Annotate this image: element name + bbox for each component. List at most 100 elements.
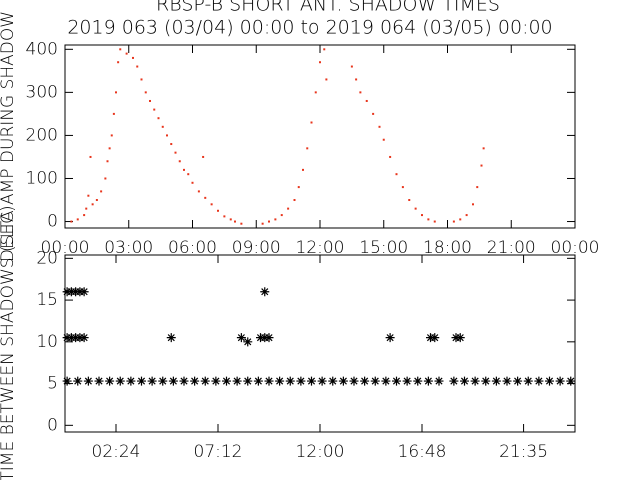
point [119, 48, 122, 51]
point [287, 207, 290, 210]
point [413, 376, 423, 386]
point [76, 218, 79, 221]
point [306, 147, 309, 150]
point [115, 91, 117, 94]
point [100, 190, 103, 193]
point [108, 147, 111, 150]
point [359, 91, 362, 94]
point [392, 376, 401, 386]
point [190, 376, 200, 386]
point [274, 218, 277, 221]
y-tick-label: 20 [36, 248, 58, 268]
point [285, 376, 295, 386]
point [566, 376, 576, 386]
y-tick-label: 400 [26, 39, 58, 59]
point [414, 207, 417, 210]
point [211, 376, 221, 386]
point [132, 56, 134, 59]
point [465, 214, 468, 217]
point [350, 65, 353, 68]
point [360, 376, 370, 386]
point [261, 222, 264, 225]
point [178, 160, 181, 163]
point [112, 112, 115, 115]
point [338, 376, 348, 386]
point [449, 376, 459, 386]
point [382, 138, 385, 141]
x-tick-label: 06:00 [168, 238, 217, 258]
point [452, 220, 455, 223]
point [166, 333, 176, 343]
point [502, 376, 512, 386]
point [243, 376, 253, 386]
x-tick-label: 18:00 [423, 238, 472, 258]
point [243, 337, 253, 347]
x-tick-label: 00:00 [551, 238, 600, 258]
point [153, 108, 156, 111]
point [202, 155, 205, 158]
point [157, 117, 160, 120]
point [91, 203, 94, 206]
point [197, 190, 200, 193]
point [481, 376, 491, 386]
point [62, 376, 72, 386]
point [264, 376, 274, 386]
point [402, 376, 412, 386]
point [460, 376, 469, 386]
point [229, 218, 232, 221]
point [140, 78, 143, 81]
point [210, 203, 213, 206]
plot-frame [64, 44, 576, 229]
point [70, 220, 73, 223]
point [408, 199, 411, 202]
x-tick-label: 15:00 [359, 238, 408, 258]
point [355, 78, 358, 81]
point [455, 333, 465, 343]
point [555, 376, 565, 386]
y-tick-label: 0 [47, 415, 58, 435]
point [174, 151, 177, 154]
point [314, 91, 317, 94]
point [106, 160, 109, 163]
point [268, 220, 270, 223]
point [187, 173, 190, 176]
point [89, 155, 92, 158]
point [328, 376, 338, 386]
point [325, 78, 328, 81]
point [421, 214, 423, 217]
point [349, 376, 359, 386]
point [491, 376, 501, 386]
point [170, 143, 173, 146]
point [459, 218, 462, 221]
x-tick-label: 16:48 [398, 442, 447, 462]
point [317, 376, 327, 386]
point [87, 194, 90, 197]
point [275, 376, 285, 386]
point [385, 333, 395, 343]
point [370, 376, 380, 386]
point [95, 199, 98, 202]
point [470, 376, 480, 386]
point [395, 173, 398, 176]
point [260, 287, 270, 297]
point [423, 376, 433, 386]
y-tick-label: 10 [36, 332, 58, 352]
plot-frame [64, 254, 576, 433]
y-tick-label: 100 [26, 168, 58, 188]
point [534, 376, 544, 386]
point [94, 376, 104, 386]
point [545, 376, 554, 386]
point [389, 155, 392, 158]
point [191, 181, 194, 184]
y-tick-label: 5 [47, 374, 58, 394]
point [280, 214, 283, 217]
x-tick-label: 07:12 [194, 442, 243, 462]
y-tick-label: 200 [26, 125, 58, 145]
point [293, 199, 296, 202]
x-tick-label: 03:00 [104, 238, 153, 258]
point [204, 196, 207, 199]
point [144, 91, 147, 94]
point [302, 168, 304, 171]
point [73, 376, 83, 386]
